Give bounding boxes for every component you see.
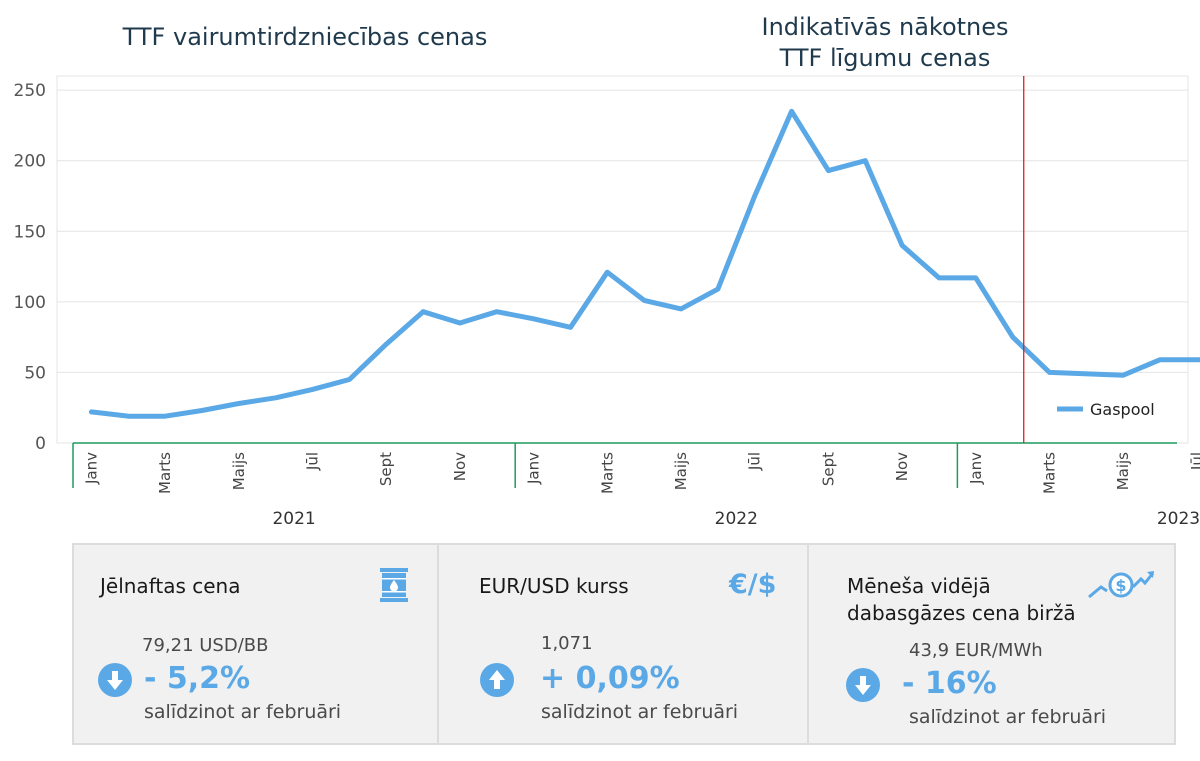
card-title-line1: Mēneša vidējā [847,574,991,598]
arrow-up-icon [480,663,514,697]
chart-title-right-line1: Indikatīvās nākotnes [761,13,1009,41]
chart-area: TTF vairumtirdzniecības cenas Indikatīvā… [14,12,1200,529]
card-note: salīdzinot ar februāri [541,701,739,723]
x-tick-label: Jūl [304,452,322,471]
card-note: salīdzinot ar februāri [144,701,342,723]
chart-title-right: Indikatīvās nākotnes TTF līgumu cenas [720,12,1050,74]
card-value: 79,21 USD/BB [142,635,269,656]
x-tick-label: Maijs [1114,452,1132,490]
x-tick-label: Marts [1041,452,1059,494]
year-label: 2022 [715,509,758,529]
ttf-price-chart: 0 50 100 150 200 250 Janv Marts Maijs Jūl Sept Nov 2… [14,75,1200,529]
y-tick-label: 250 [14,81,46,101]
card-title: Jēlnaftas cena [100,574,241,598]
y-tick-label: 200 [14,152,46,172]
x-tick-label: Marts [156,452,174,494]
card-change: - 16% [902,666,997,701]
y-tick-label: 150 [14,222,46,242]
x-tick-label: Janv [82,452,100,485]
arrow-down-icon [98,663,132,697]
euro-dollar-icon: €/$ [729,569,777,600]
x-tick-label: Nov [893,452,911,481]
legend-label: Gaspool [1090,400,1155,419]
card-note: salīdzinot ar februāri [909,706,1107,728]
oil-barrel-icon [379,567,409,607]
x-tick-label: Jūl [1188,452,1200,471]
x-tick-label: Maijs [230,452,248,490]
eur-usd-card: EUR/USD kurss €/$ 1,071 + 0,09% salīdzin… [437,543,809,745]
svg-text:$: $ [1115,576,1126,595]
year-label: 2021 [272,509,315,529]
card-title: Mēneša vidējā dabasgāzes cena biržā [847,573,1076,627]
x-tick-label: Maijs [672,452,690,490]
x-tick-label: Janv [967,452,985,485]
plot-frame [56,75,1189,444]
money-growth-icon: $ [1087,567,1157,607]
x-tick-label: Janv [525,452,543,485]
y-tick-label: 100 [14,293,46,313]
chart-title-left: TTF vairumtirdzniecības cenas [122,23,488,51]
card-value: 1,071 [541,633,593,654]
chart-title-right-line2: TTF līgumu cenas [779,44,991,72]
x-tick-label: Sept [377,452,395,486]
y-tick-label: 50 [24,363,46,383]
crude-oil-card: Jēlnaftas cena 79,21 USD/BB - 5,2% salīd… [72,543,439,745]
card-change: + 0,09% [540,661,680,696]
card-title-line2: dabasgāzes cena biržā [847,601,1076,625]
year-label: 2023 [1157,509,1200,529]
x-tick-label: Nov [451,452,469,481]
card-change: - 5,2% [144,661,251,696]
x-tick-label: Jūl [746,452,764,471]
x-tick-label: Marts [598,452,616,494]
series-line-gaspool [88,108,1200,419]
card-value: 43,9 EUR/MWh [909,640,1043,661]
card-title: EUR/USD kurss [479,574,629,598]
gas-price-card: Mēneša vidējā dabasgāzes cena biržā $ 43… [807,543,1176,745]
y-tick-label: 0 [35,434,46,454]
arrow-down-icon [846,668,880,702]
x-tick-label: Sept [819,452,837,486]
